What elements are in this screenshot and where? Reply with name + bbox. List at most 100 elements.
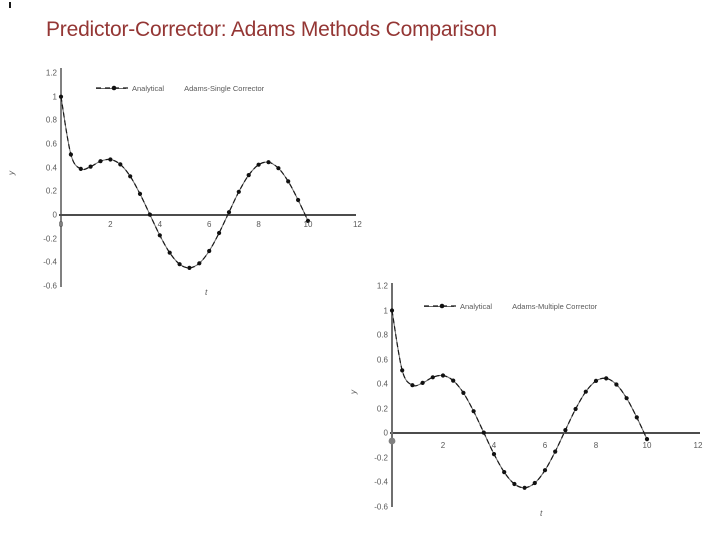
- legend-label-adams: Adams-Single Corrector: [184, 84, 265, 93]
- data-point-marker: [420, 380, 425, 385]
- x-tick-label: 4: [491, 441, 497, 450]
- y-tick-label: 1: [52, 92, 57, 102]
- data-point-marker: [634, 415, 639, 420]
- y-tick-label: 0.2: [45, 186, 57, 196]
- data-point-marker: [305, 218, 311, 223]
- data-point-marker: [68, 152, 73, 157]
- data-point-marker: [276, 166, 281, 171]
- legend: Analytical Adams-Multiple Corrector: [424, 302, 597, 311]
- x-tick-label: 8: [593, 441, 599, 450]
- data-point-marker: [108, 157, 113, 162]
- data-point-marker: [491, 452, 497, 457]
- y-tick-label: 1: [383, 306, 388, 315]
- data-point-marker: [266, 160, 271, 165]
- legend-adams-dash-marker-swatch: [424, 303, 460, 309]
- data-point-marker: [137, 191, 143, 196]
- adams-series-line: [60, 96, 309, 269]
- legend-marker-dot: [439, 303, 445, 309]
- y-tick-label: 0.4: [376, 379, 388, 389]
- data-point-marker: [614, 382, 619, 387]
- plot-area: [58, 68, 356, 287]
- y-tick-label: 0.2: [376, 404, 388, 413]
- analytical-line: [60, 96, 309, 269]
- data-point-marker: [604, 376, 609, 381]
- legend-label-adams: Adams-Multiple Corrector: [512, 302, 598, 311]
- data-point-marker: [118, 162, 123, 167]
- data-point-marker: [440, 373, 446, 378]
- data-point-marker: [553, 449, 558, 454]
- x-tick-label: 0: [58, 220, 64, 229]
- y-tick-label: -0.4: [43, 257, 57, 267]
- y-tick-label: 0.4: [45, 163, 57, 173]
- data-point-marker: [226, 210, 232, 215]
- data-point-marker: [461, 390, 466, 395]
- legend-adams-dash-marker-swatch: [96, 85, 132, 91]
- slide-title: Predictor-Corrector: Adams Methods Compa…: [46, 18, 497, 41]
- data-point-marker: [593, 378, 599, 383]
- y-tick-label: 0.8: [45, 115, 57, 125]
- y-tick-label: 0.8: [376, 330, 388, 340]
- data-point-marker: [471, 409, 476, 414]
- y-axis-title: y: [348, 389, 359, 395]
- chart-adams-single-corrector[interactable]: 1.2 1 0.8 0.6 0.4 0.2 0 -0.2 -0.4 -0.6 0 2 4 6 8 10 12 An…: [6, 58, 376, 310]
- data-point-marker: [481, 430, 486, 435]
- y-tick-label: -0.2: [374, 453, 388, 462]
- data-point-marker: [389, 308, 395, 313]
- x-tick-label: 12: [693, 441, 703, 450]
- data-point-marker: [147, 212, 152, 217]
- data-point-marker: [563, 428, 568, 433]
- legend-marker-dot: [111, 85, 117, 91]
- y-axis-title: y: [6, 170, 17, 176]
- legend-analytical-line-swatch: [424, 306, 454, 307]
- data-point-marker: [88, 164, 93, 169]
- x-tick-label: 6: [206, 220, 212, 229]
- x-tick-label: 10: [642, 441, 652, 450]
- x-tick-label: 10: [303, 220, 313, 229]
- data-point-marker: [502, 470, 507, 475]
- data-point-marker: [187, 265, 192, 270]
- x-tick-label: 2: [108, 220, 113, 229]
- y-tick-label: -0.2: [43, 234, 57, 244]
- plot-area: [388, 283, 700, 507]
- legend-label-analytical: Analytical: [132, 84, 165, 93]
- x-tick-label: 6: [542, 441, 548, 450]
- x-axis-title: t: [540, 508, 543, 518]
- data-point-marker: [167, 250, 172, 255]
- origin-gray-dot: [388, 437, 396, 445]
- y-tick-label: 0: [52, 210, 57, 220]
- corner-tick-mark: [9, 2, 11, 8]
- data-point-marker: [410, 383, 415, 388]
- data-point-marker: [451, 378, 456, 383]
- data-point-marker: [78, 166, 83, 171]
- data-point-marker: [296, 197, 301, 203]
- legend: Analytical Adams-Single Corrector: [96, 84, 264, 93]
- x-axis-title: t: [205, 287, 208, 297]
- data-point-marker: [583, 389, 588, 394]
- x-tick-label: 8: [256, 220, 261, 229]
- x-tick-label: 2: [440, 441, 446, 450]
- y-tick-label: -0.6: [43, 281, 57, 291]
- y-tick-label: 1.2: [376, 281, 388, 291]
- y-tick-label: -0.4: [374, 477, 388, 487]
- chart-adams-multiple-corrector[interactable]: 1.2 1 0.8 0.6 0.4 0.2 0 -0.2 -0.4 -0.6 2 4 6 8 10 12 Ana…: [348, 275, 714, 535]
- y-tick-label: -0.6: [374, 502, 388, 511]
- data-point-marker: [128, 174, 133, 179]
- data-point-marker: [246, 173, 251, 178]
- data-point-marker: [430, 375, 435, 380]
- data-point-marker: [400, 368, 405, 373]
- data-point-marker: [286, 179, 291, 184]
- data-point-marker: [644, 437, 650, 442]
- legend-label-analytical: Analytical: [460, 302, 493, 311]
- data-point-marker: [58, 94, 64, 99]
- y-tick-label: 0.6: [45, 139, 57, 149]
- data-point-marker: [217, 230, 222, 236]
- data-point-marker: [512, 481, 517, 487]
- data-point-marker: [542, 468, 548, 473]
- data-point-marker: [207, 248, 212, 254]
- data-point-marker: [573, 406, 578, 412]
- data-point-marker: [624, 396, 629, 401]
- x-tick-label: 4: [157, 220, 163, 229]
- data-point-marker: [197, 261, 202, 266]
- y-tick-label: 1.2: [45, 68, 57, 78]
